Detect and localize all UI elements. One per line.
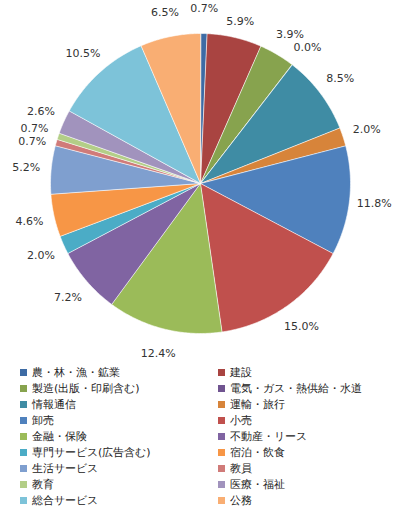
html-text:情報通信: 情報通信 — [32, 397, 76, 411]
svg-text:8.5%: 8.5% — [326, 72, 354, 85]
html-text:電気・ガス・熱供給・水道: 電気・ガス・熱供給・水道 — [230, 381, 362, 395]
html-text:教育: 教育 — [32, 477, 54, 491]
svg-text:12.4%: 12.4% — [141, 347, 176, 360]
svg-text:0.7%: 0.7% — [190, 2, 218, 15]
html-text:運輸・旅行: 運輸・旅行 — [230, 397, 285, 411]
svg-text:2.0%: 2.0% — [353, 123, 381, 136]
svg-text:3.9%: 3.9% — [276, 28, 304, 41]
svg-text:0.7%: 0.7% — [20, 122, 48, 135]
svg-text:4.6%: 4.6% — [16, 215, 44, 228]
svg-text:5.2%: 5.2% — [12, 161, 40, 174]
html-text:小売: 小売 — [230, 413, 252, 427]
html-text:金融・保険: 金融・保険 — [32, 429, 87, 443]
svg-text:6.5%: 6.5% — [151, 6, 179, 19]
html-text:製造(出版・印刷含む): 製造(出版・印刷含む) — [32, 381, 140, 395]
html-text:宿泊・飲食: 宿泊・飲食 — [230, 445, 285, 459]
svg-text:7.2%: 7.2% — [54, 291, 82, 304]
svg-text:0.7%: 0.7% — [18, 135, 46, 148]
html-text:生活サービス: 生活サービス — [32, 461, 98, 475]
svg-text:0.0%: 0.0% — [294, 41, 322, 54]
svg-text:2.6%: 2.6% — [27, 105, 55, 118]
svg-text:2.0%: 2.0% — [27, 249, 55, 262]
svg-text:10.5%: 10.5% — [65, 47, 100, 60]
html-text:専門サービス(広告含む): 専門サービス(広告含む) — [32, 445, 151, 459]
html-text:建設: 建設 — [230, 365, 252, 379]
html-text:公務: 公務 — [230, 493, 252, 507]
html-text:不動産・リース: 不動産・リース — [230, 429, 307, 443]
svg-text:15.0%: 15.0% — [284, 320, 319, 333]
svg-text:11.8%: 11.8% — [357, 197, 392, 210]
svg-text:5.9%: 5.9% — [226, 15, 254, 28]
html-text:農・林・漁・鉱業: 農・林・漁・鉱業 — [32, 365, 120, 379]
html-text:卸売: 卸売 — [32, 413, 54, 427]
html-text:医療・福祉: 医療・福祉 — [230, 477, 285, 491]
html-text:教員: 教員 — [230, 461, 252, 475]
html-text:総合サービス: 総合サービス — [32, 493, 98, 507]
